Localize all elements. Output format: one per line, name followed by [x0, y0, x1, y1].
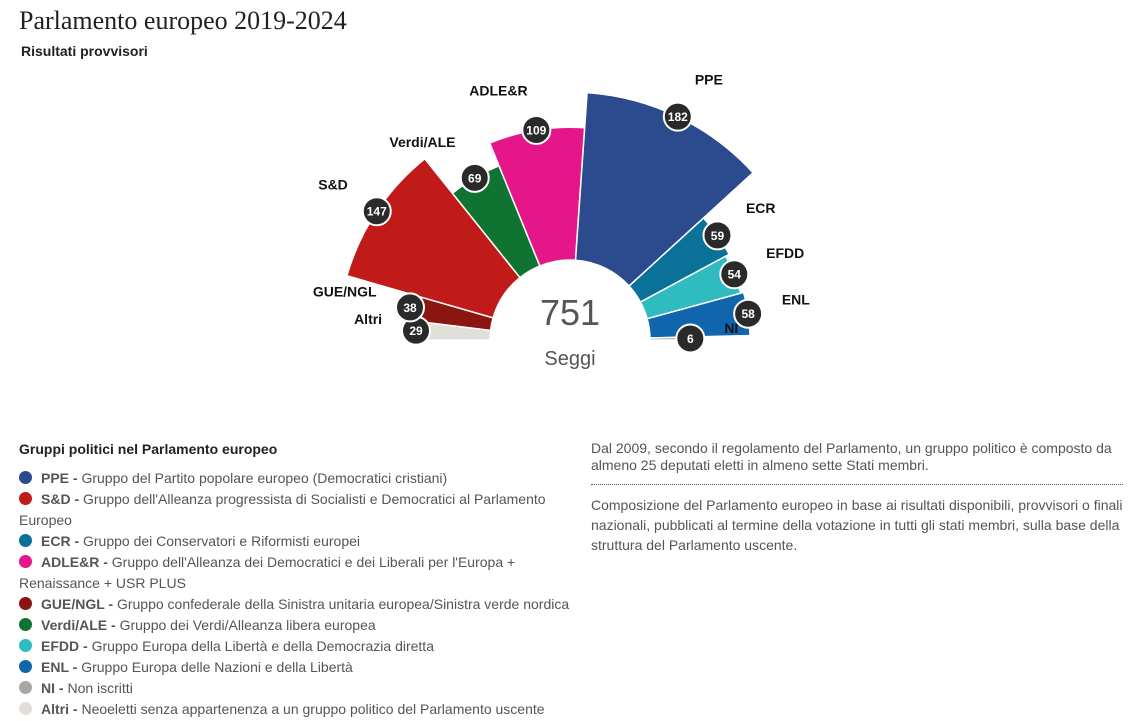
category-label: EFDD: [766, 245, 804, 261]
legend-text: Gruppo dei Verdi/Alleanza libera europea: [119, 617, 376, 633]
legend-item: Verdi/ALE - Gruppo dei Verdi/Alleanza li…: [19, 615, 579, 636]
category-label: GUE/NGL: [313, 283, 377, 299]
legend-text: Gruppo dell'Alleanza progressista di Soc…: [19, 491, 546, 528]
value-label: 29: [409, 324, 423, 338]
legend-items: PPE - Gruppo del Partito popolare europe…: [19, 468, 579, 720]
value-badge: [719, 259, 750, 290]
legend-text: Gruppo Europa della Libertà e della Demo…: [91, 638, 434, 654]
legend-swatch-icon: [19, 534, 32, 547]
category-label: ENL: [782, 291, 810, 307]
seat-total-label: Seggi: [544, 348, 595, 370]
seat-total: 751: [540, 292, 600, 333]
value-badge: [521, 114, 552, 145]
category-label: NI: [724, 320, 738, 336]
legend-abbr: S&D -: [41, 491, 83, 507]
legend-text: Non iscritti: [67, 680, 133, 696]
value-badge: [675, 323, 706, 354]
legend-item: Altri - Neoeletti senza appartenenza a u…: [19, 699, 579, 720]
note-composition: Composizione del Parlamento europeo in b…: [591, 497, 1123, 553]
legend-abbr: ADLE&R -: [41, 554, 112, 570]
legend-item: ADLE&R - Gruppo dell'Alleanza dei Democr…: [19, 552, 579, 594]
value-label: 109: [526, 123, 546, 137]
slice-s-d[interactable]: [345, 157, 522, 319]
category-label: Altri: [354, 311, 382, 327]
page-title: Parlamento europeo 2019-2024: [19, 6, 347, 35]
legend-item: ECR - Gruppo dei Conservatori e Riformis…: [19, 531, 579, 552]
category-label: ECR: [746, 200, 776, 216]
legend-item: EFDD - Gruppo Europa della Libertà e del…: [19, 636, 579, 657]
legend-abbr: Verdi/ALE -: [41, 617, 120, 633]
value-label: 54: [728, 268, 742, 282]
legend-text: Neoeletti senza appartenenza a un gruppo…: [81, 701, 545, 717]
category-label: PPE: [695, 72, 723, 88]
value-badge: [733, 298, 764, 329]
legend-swatch-icon: [19, 702, 32, 715]
legend-title: Gruppi politici nel Parlamento europeo: [19, 441, 278, 457]
parliament-chart: 29 Altri 38 GUE/NGL 147 S&D 69 Verdi/ALE 109 ADLE…: [313, 72, 810, 370]
legend-abbr: NI -: [41, 680, 68, 696]
legend-swatch-icon: [19, 492, 32, 505]
legend-swatch-icon: [19, 660, 32, 673]
value-badge: [459, 162, 490, 193]
value-label: 147: [367, 205, 387, 219]
legend-swatch-icon: [19, 555, 32, 568]
legend-abbr: Altri -: [41, 701, 82, 717]
legend-text: Gruppo confederale della Sinistra unitar…: [116, 596, 570, 612]
value-label: 59: [711, 229, 725, 243]
chart-labels: 29 Altri 38 GUE/NGL 147 S&D 69 Verdi/ALE 109 ADLE…: [313, 72, 810, 354]
value-label: 69: [468, 171, 482, 185]
note-rules: Dal 2009, secondo il regolamento del Par…: [591, 440, 1123, 485]
legend-item: PPE - Gruppo del Partito popolare europe…: [19, 468, 579, 489]
legend: Gruppi politici nel Parlamento europeo P…: [19, 440, 579, 720]
value-badge: [394, 292, 425, 323]
notes: Dal 2009, secondo il regolamento del Par…: [591, 440, 1123, 555]
legend-abbr: EFDD -: [41, 638, 92, 654]
page-subtitle: Risultati provvisori: [21, 43, 148, 59]
legend-abbr: PPE -: [41, 470, 82, 486]
legend-swatch-icon: [19, 681, 32, 694]
chart-slices: [345, 91, 755, 341]
legend-item: GUE/NGL - Gruppo confederale della Sinis…: [19, 594, 579, 615]
legend-swatch-icon: [19, 618, 32, 631]
value-badge: [361, 196, 392, 227]
category-label: S&D: [318, 177, 348, 193]
slice-ppe[interactable]: [574, 91, 755, 288]
legend-text: Gruppo del Partito popolare europeo (Dem…: [81, 470, 448, 486]
legend-text: Gruppo dei Conservatori e Riformisti eur…: [83, 533, 361, 549]
legend-abbr: GUE/NGL -: [41, 596, 117, 612]
category-label: Verdi/ALE: [389, 134, 455, 150]
legend-swatch-icon: [19, 471, 32, 484]
legend-swatch-icon: [19, 639, 32, 652]
value-label: 38: [403, 301, 417, 315]
value-badge: [662, 101, 693, 132]
legend-abbr: ECR -: [41, 533, 83, 549]
legend-swatch-icon: [19, 597, 32, 610]
legend-item: S&D - Gruppo dell'Alleanza progressista …: [19, 489, 579, 531]
legend-item: ENL - Gruppo Europa delle Nazioni e dell…: [19, 657, 579, 678]
value-label: 182: [668, 110, 688, 124]
value-label: 58: [741, 307, 755, 321]
legend-text: Gruppo Europa delle Nazioni e della Libe…: [81, 659, 353, 675]
category-label: ADLE&R: [469, 82, 527, 98]
legend-abbr: ENL -: [41, 659, 82, 675]
value-label: 6: [687, 332, 694, 346]
legend-item: NI - Non iscritti: [19, 678, 579, 699]
value-badge: [702, 220, 733, 251]
legend-text: Gruppo dell'Alleanza dei Democratici e d…: [19, 554, 516, 591]
